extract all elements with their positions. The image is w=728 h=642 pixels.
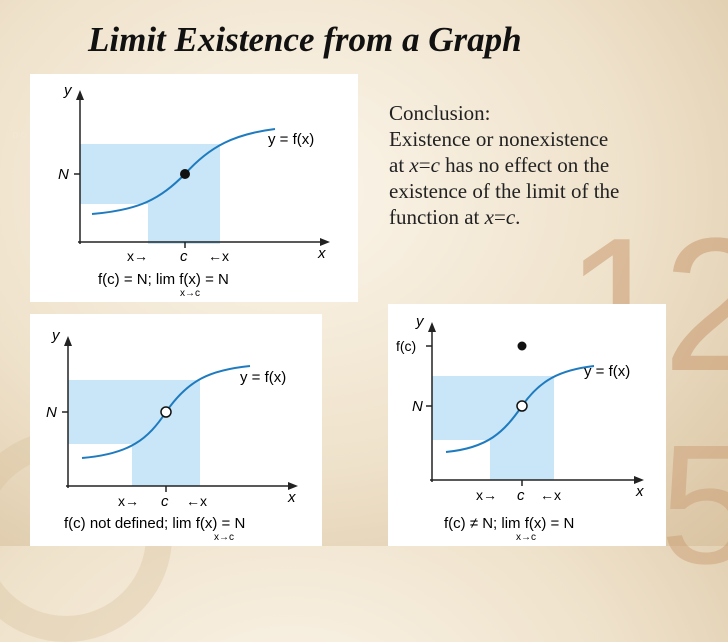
graph-1-arrow-right: ←x [208, 248, 229, 264]
graph-3-y-label: y [415, 313, 425, 330]
graph-2-svg: y x N y = f(x) x→ c ←x f(c) not defined;… [46, 327, 298, 543]
graph-2-x-label: x [287, 489, 296, 506]
graph-3-fc-label: f(c) [396, 338, 416, 354]
graph-3-point-filled [517, 341, 527, 351]
graph-2-x-axis-arrow [288, 482, 298, 490]
graph-1-x-label: x [317, 245, 326, 262]
conclusion-var-x: x [409, 153, 419, 177]
graph-3-caption: f(c) ≠ N; lim f(x) = N [444, 515, 574, 532]
graph-1-shade-vertical [148, 154, 220, 244]
graph-2-y-label: y [51, 327, 61, 344]
graph-3-curve-label: y = f(x) [584, 363, 630, 380]
conclusion-var-x-2: x [484, 205, 494, 229]
conclusion-heading: Conclusion: [389, 101, 491, 125]
graph-2-c-label: c [161, 493, 169, 510]
graph-3-caption-sub: x→c [516, 532, 536, 543]
graph-2-curve-label: y = f(x) [240, 369, 286, 386]
slide-title: Limit Existence from a Graph [88, 20, 522, 59]
graph-2-y-axis-arrow [64, 336, 72, 346]
conclusion-line-2-pre: at [389, 153, 410, 177]
graph-3-arrow-left: x→ [476, 487, 497, 503]
graph-3-svg: y x N f(c) y = f(x) x→ c ←x f(c) ≠ N; li… [396, 313, 644, 543]
conclusion-line-4-pre: function at [389, 205, 485, 229]
graph-3-arrow-right: ←x [540, 487, 561, 503]
decorative-dots: oo [12, 130, 30, 142]
graph-1-n-label: N [58, 166, 69, 183]
graph-1-y-axis-arrow [76, 90, 84, 100]
conclusion-line-4: function at x=c. [389, 204, 719, 230]
graph-2-caption-sub: x→c [214, 532, 234, 543]
conclusion-block: Conclusion: Existence or nonexistence at… [389, 100, 719, 230]
conclusion-line-2-post: has no effect on the [439, 153, 610, 177]
graph-2-n-label: N [46, 404, 57, 421]
graph-1-caption-sub: x→c [180, 288, 200, 299]
decorative-digit: 5 [660, 410, 728, 600]
graph-1-point-filled [180, 169, 190, 179]
conclusion-line-3: existence of the limit of the [389, 179, 620, 203]
graph-panel-defined: y x N y = f(x) x→ c ←x f(c) = N; lim f(x… [30, 74, 358, 302]
graph-2-arrow-left: x→ [118, 493, 139, 509]
graph-1-curve-label: y = f(x) [268, 131, 314, 148]
graph-2-arrow-right: ←x [186, 493, 207, 509]
graph-1-arrow-left: x→ [127, 248, 148, 264]
conclusion-line-4-post: . [515, 205, 521, 229]
graph-2-caption: f(c) not defined; lim f(x) = N [64, 515, 245, 532]
conclusion-var-c: c [430, 153, 440, 177]
graph-3-x-axis-arrow [634, 476, 644, 484]
graph-2-point-open [160, 406, 172, 418]
graph-panel-different-value: y x N f(c) y = f(x) x→ c ←x f(c) ≠ N; li… [388, 304, 666, 546]
conclusion-var-c-2: c [505, 205, 516, 229]
graph-3-n-label: N [412, 398, 423, 415]
graph-3-y-axis-arrow [428, 322, 436, 332]
conclusion-line-2: at x=c has no effect on the [389, 152, 719, 178]
graph-1-svg: y x N y = f(x) x→ c ←x f(c) = N; lim f(x… [58, 82, 330, 299]
graph-1-c-label: c [180, 248, 188, 265]
graph-3-x-label: x [635, 483, 644, 500]
conclusion-eq: = [418, 153, 431, 177]
graph-1-x-axis-arrow [320, 238, 330, 246]
conclusion-line-1: Existence or nonexistence [389, 127, 609, 151]
conclusion-eq-2: = [493, 205, 506, 229]
graph-panel-not-defined: y x N y = f(x) x→ c ←x f(c) not defined;… [30, 314, 322, 546]
graph-3-point-open [516, 400, 528, 412]
graph-3-c-label: c [517, 487, 525, 504]
graph-1-caption: f(c) = N; lim f(x) = N [98, 271, 229, 288]
graph-1-y-label: y [63, 82, 73, 99]
